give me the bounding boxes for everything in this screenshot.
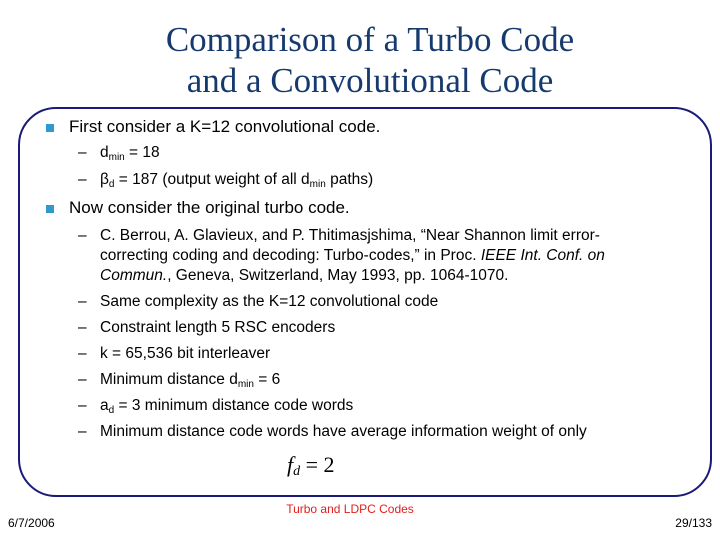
footer-date: 6/7/2006 [8, 516, 55, 530]
footer-page-number: 29/133 [675, 516, 712, 530]
reference-line-2: correcting coding and decoding: Turbo-co… [100, 247, 605, 264]
sub-complexity: Same complexity as the K=12 convolutiona… [100, 293, 439, 310]
dash-icon: – [78, 227, 87, 244]
reference-line-3: Commun., Geneva, Switzerland, May 1993, … [100, 267, 509, 284]
sub-beta: βd = 187 (output weight of all dmin path… [100, 171, 374, 190]
sub-min-distance: Minimum distance dmin = 6 [100, 371, 281, 390]
bullet-square-icon [46, 205, 54, 213]
slide-title-line-2: and a Convolutional Code [186, 61, 554, 100]
formula-fd: fd = 2 [287, 452, 335, 479]
sub-interleaver: k = 65,536 bit interleaver [100, 345, 271, 362]
dash-icon: – [78, 144, 87, 161]
sub-dmin: dmin = 18 [100, 144, 160, 163]
dash-icon: – [78, 371, 87, 388]
sub-ad: ad = 3 minimum distance code words [100, 397, 354, 416]
dash-icon: – [78, 319, 87, 336]
sub-constraint: Constraint length 5 RSC encoders [100, 319, 336, 336]
footer-title: Turbo and LDPC Codes [286, 502, 414, 516]
dash-icon: – [78, 345, 87, 362]
bullet-1: First consider a K=12 convolutional code… [69, 117, 381, 136]
dash-icon: – [78, 293, 87, 310]
sub-info-weight: Minimum distance code words have average… [100, 423, 587, 440]
dash-icon: – [78, 423, 87, 440]
dash-icon: – [78, 397, 87, 414]
bullet-square-icon [46, 124, 54, 132]
bullet-2: Now consider the original turbo code. [69, 198, 350, 217]
reference-line-1: C. Berrou, A. Glavieux, and P. Thitimasj… [100, 227, 600, 244]
dash-icon: – [78, 171, 87, 188]
slide-title-line-1: Comparison of a Turbo Code [165, 20, 575, 59]
content-frame [18, 107, 712, 497]
